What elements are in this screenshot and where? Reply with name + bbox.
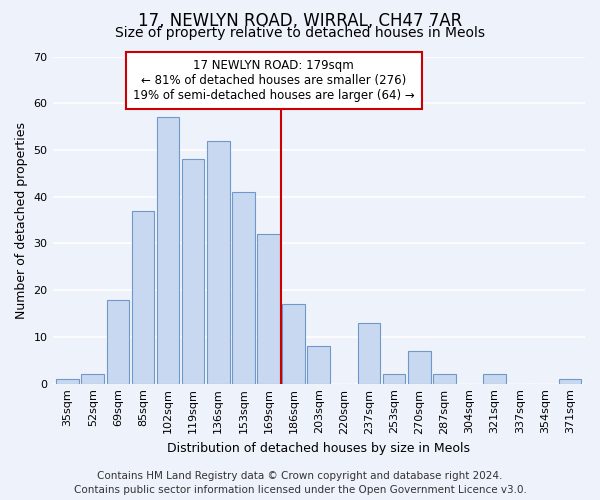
Text: 17 NEWLYN ROAD: 179sqm
← 81% of detached houses are smaller (276)
19% of semi-de: 17 NEWLYN ROAD: 179sqm ← 81% of detached… — [133, 59, 415, 102]
X-axis label: Distribution of detached houses by size in Meols: Distribution of detached houses by size … — [167, 442, 470, 455]
Bar — [383, 374, 406, 384]
Bar — [157, 118, 179, 384]
Bar — [433, 374, 455, 384]
Bar — [131, 210, 154, 384]
Bar — [483, 374, 506, 384]
Bar — [56, 379, 79, 384]
Text: Contains HM Land Registry data © Crown copyright and database right 2024.
Contai: Contains HM Land Registry data © Crown c… — [74, 471, 526, 495]
Bar — [307, 346, 330, 384]
Text: 17, NEWLYN ROAD, WIRRAL, CH47 7AR: 17, NEWLYN ROAD, WIRRAL, CH47 7AR — [138, 12, 462, 30]
Bar — [257, 234, 280, 384]
Bar — [559, 379, 581, 384]
Bar — [358, 323, 380, 384]
Y-axis label: Number of detached properties: Number of detached properties — [15, 122, 28, 318]
Bar — [107, 300, 129, 384]
Text: Size of property relative to detached houses in Meols: Size of property relative to detached ho… — [115, 26, 485, 40]
Bar — [232, 192, 255, 384]
Bar — [283, 304, 305, 384]
Bar — [207, 140, 230, 384]
Bar — [182, 160, 205, 384]
Bar — [408, 351, 431, 384]
Bar — [82, 374, 104, 384]
